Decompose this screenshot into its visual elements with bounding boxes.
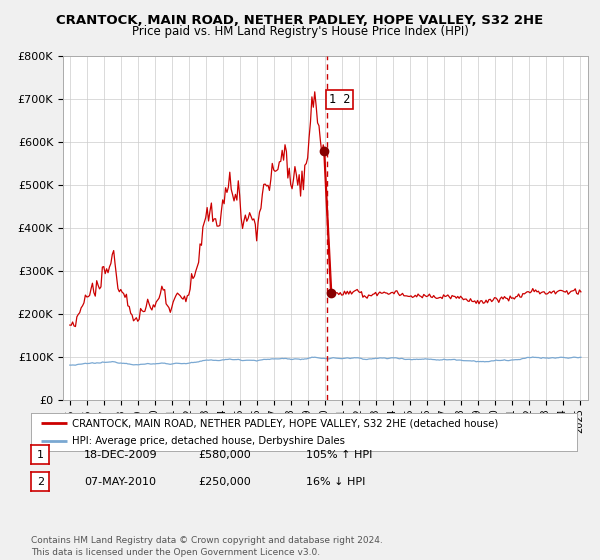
Text: CRANTOCK, MAIN ROAD, NETHER PADLEY, HOPE VALLEY, S32 2HE (detached house): CRANTOCK, MAIN ROAD, NETHER PADLEY, HOPE… — [72, 418, 499, 428]
Text: HPI: Average price, detached house, Derbyshire Dales: HPI: Average price, detached house, Derb… — [72, 436, 345, 446]
Text: Contains HM Land Registry data © Crown copyright and database right 2024.
This d: Contains HM Land Registry data © Crown c… — [31, 536, 383, 557]
Text: Price paid vs. HM Land Registry's House Price Index (HPI): Price paid vs. HM Land Registry's House … — [131, 25, 469, 38]
Text: 105% ↑ HPI: 105% ↑ HPI — [306, 450, 373, 460]
Text: £250,000: £250,000 — [198, 477, 251, 487]
Text: 1 2: 1 2 — [329, 92, 350, 105]
Text: 07-MAY-2010: 07-MAY-2010 — [84, 477, 156, 487]
Text: 1: 1 — [37, 450, 44, 460]
Text: £580,000: £580,000 — [198, 450, 251, 460]
Text: 2: 2 — [37, 477, 44, 487]
Text: 16% ↓ HPI: 16% ↓ HPI — [306, 477, 365, 487]
Text: CRANTOCK, MAIN ROAD, NETHER PADLEY, HOPE VALLEY, S32 2HE: CRANTOCK, MAIN ROAD, NETHER PADLEY, HOPE… — [56, 14, 544, 27]
Text: 18-DEC-2009: 18-DEC-2009 — [84, 450, 158, 460]
